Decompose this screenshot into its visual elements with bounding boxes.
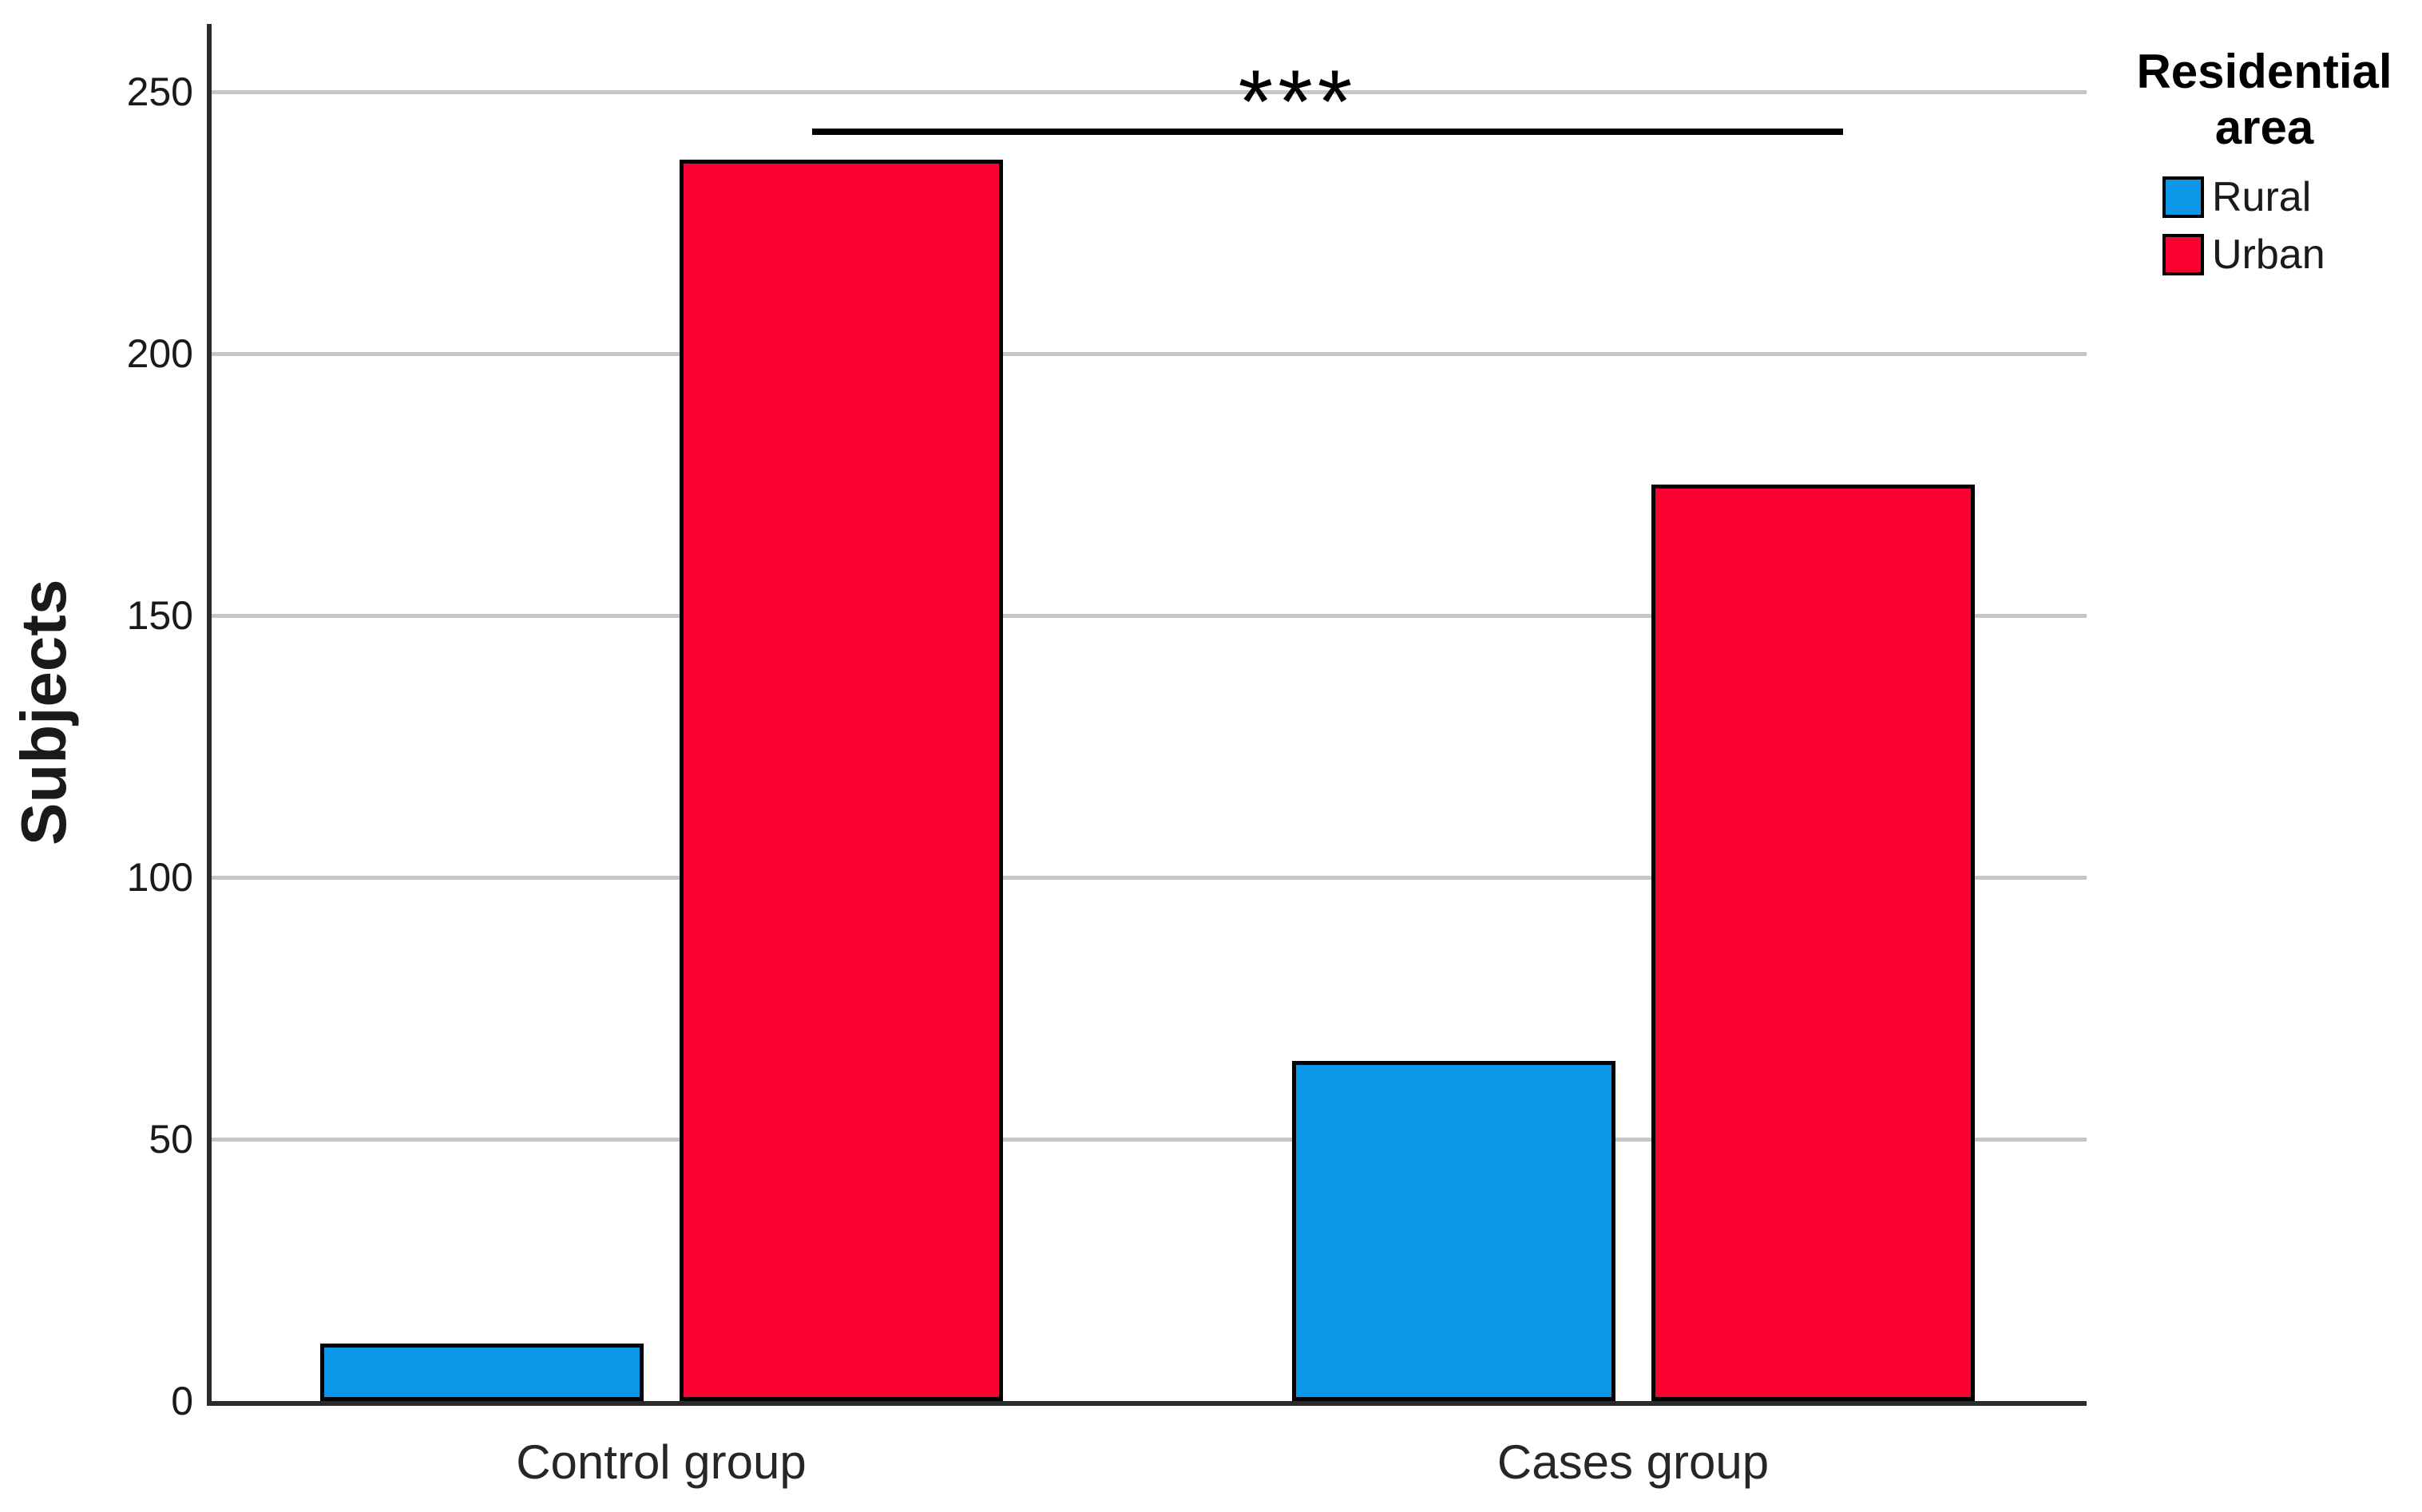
legend-entry-rural: Rural bbox=[2162, 175, 2422, 220]
significance-bracket-line bbox=[812, 129, 1843, 135]
legend-label-urban: Urban bbox=[2212, 232, 2325, 278]
legend-swatch-rural bbox=[2162, 176, 2204, 218]
y-tick-label-250: 250 bbox=[126, 69, 193, 114]
x-axis-line bbox=[207, 1401, 2087, 1406]
gridline-50 bbox=[212, 1138, 2087, 1142]
legend-items: Rural Urban bbox=[2107, 175, 2422, 277]
y-tick-label-50: 50 bbox=[149, 1117, 193, 1162]
y-tick-label-200: 200 bbox=[126, 331, 193, 376]
x-category-label-cases-group: Cases group bbox=[1496, 1435, 1770, 1489]
y-tick-label-150: 150 bbox=[126, 593, 193, 638]
gridline-200 bbox=[212, 352, 2087, 356]
gridline-150 bbox=[212, 614, 2087, 618]
legend: Residential area Rural Urban bbox=[2107, 44, 2422, 290]
bar-cases-group-urban bbox=[1651, 485, 1975, 1401]
gridline-250 bbox=[212, 90, 2087, 94]
significance-stars: *** bbox=[1238, 52, 1358, 152]
gridline-100 bbox=[212, 876, 2087, 880]
legend-title-line2: area bbox=[2214, 101, 2314, 154]
y-axis-line bbox=[207, 24, 212, 1406]
legend-swatch-urban bbox=[2162, 234, 2204, 275]
bar-control-group-rural bbox=[320, 1344, 644, 1401]
y-axis-title: Subjects bbox=[8, 579, 79, 846]
x-category-label-control-group: Control group bbox=[516, 1435, 807, 1489]
y-tick-label-0: 0 bbox=[171, 1379, 193, 1423]
legend-entry-urban: Urban bbox=[2162, 232, 2422, 277]
legend-title-line1: Residential bbox=[2136, 45, 2392, 98]
legend-title: Residential area bbox=[2107, 44, 2422, 156]
legend-label-rural: Rural bbox=[2212, 174, 2312, 220]
bar-control-group-urban bbox=[680, 160, 1003, 1401]
bar-cases-group-rural bbox=[1292, 1061, 1615, 1401]
y-tick-label-100: 100 bbox=[126, 855, 193, 900]
